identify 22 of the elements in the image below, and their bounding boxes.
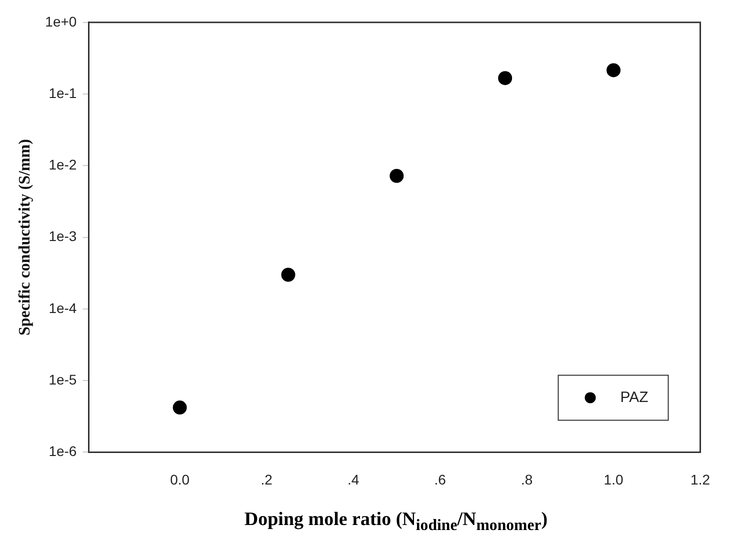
point [172,400,187,415]
x-tick-label: 1.0 [604,471,624,488]
y-tick-label: 1e-2 [48,156,77,173]
x-tick-label: 1.2 [690,471,710,488]
point [606,63,621,78]
y-tick-label: 1e-3 [48,228,77,244]
y-tick-label: 1e+0 [45,13,77,30]
point [390,168,404,183]
x-tick-label: 0.0 [170,471,190,488]
y-tick-label: 1e-5 [48,371,77,388]
x-axis-title: Doping mole ratio (N$_{iodine}$/N$_{monomer}$) [243,509,549,535]
y-axis-title: Specific conductivity (S/mm) [16,139,34,336]
x-tick-label: .8 [520,471,533,488]
y-tick-label: 1e-6 [48,443,77,460]
x-tick-label: .4 [347,471,360,488]
legend-label: PAZ [620,388,648,406]
y-tick-label: 1e-1 [48,84,77,101]
y-tick-label: 1e-4 [48,300,77,316]
point [498,71,512,86]
point [281,268,296,282]
x-tick-label: .6 [434,471,446,488]
x-tick-label: .2 [260,471,273,488]
